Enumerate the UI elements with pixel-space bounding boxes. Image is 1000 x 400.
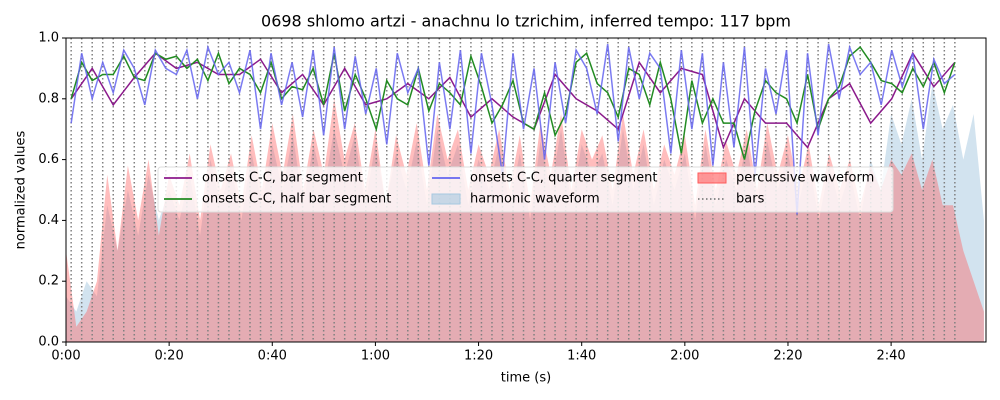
y-tick-label: 0.4: [38, 213, 59, 228]
x-tick-label: 1:00: [361, 349, 390, 364]
x-tick-label: 2:00: [670, 349, 699, 364]
legend-label: onsets C-C, quarter segment: [470, 171, 657, 186]
x-tick-label: 1:20: [464, 349, 493, 364]
y-tick-label: 0.8: [38, 91, 59, 106]
waveform-area: [66, 98, 984, 342]
y-axis-label: normalized values: [14, 130, 29, 249]
y-tick-label: 1.0: [38, 31, 59, 46]
x-tick-label: 2:40: [877, 349, 906, 364]
legend-label: percussive waveform: [736, 171, 874, 186]
legend-swatch: [431, 193, 461, 205]
legend-label: bars: [736, 192, 765, 207]
x-axis-label: time (s): [501, 371, 551, 386]
x-tick-label: 1:40: [567, 349, 596, 364]
y-tick-label: 0.6: [38, 152, 59, 167]
chart-title: 0698 shlomo artzi - anachnu lo tzrichim,…: [261, 12, 791, 31]
legend-swatch: [697, 172, 727, 184]
x-tick-label: 2:20: [773, 349, 802, 364]
x-tick-label: 0:20: [155, 349, 184, 364]
y-tick-label: 0.2: [38, 274, 59, 289]
series-line: [70, 46, 956, 160]
legend-label: harmonic waveform: [470, 192, 600, 207]
legend-label: onsets C-C, bar segment: [202, 171, 363, 186]
series-line: [70, 43, 956, 215]
x-tick-label: 0:40: [258, 349, 287, 364]
legend-label: onsets C-C, half bar segment: [202, 192, 391, 207]
y-tick-label: 0.0: [38, 335, 59, 350]
plot-frame: [65, 37, 987, 343]
legend: onsets C-C, bar segment onsets C-C, half …: [157, 166, 894, 213]
waveform-area: [66, 83, 984, 342]
x-tick-label: 0:00: [51, 349, 80, 364]
